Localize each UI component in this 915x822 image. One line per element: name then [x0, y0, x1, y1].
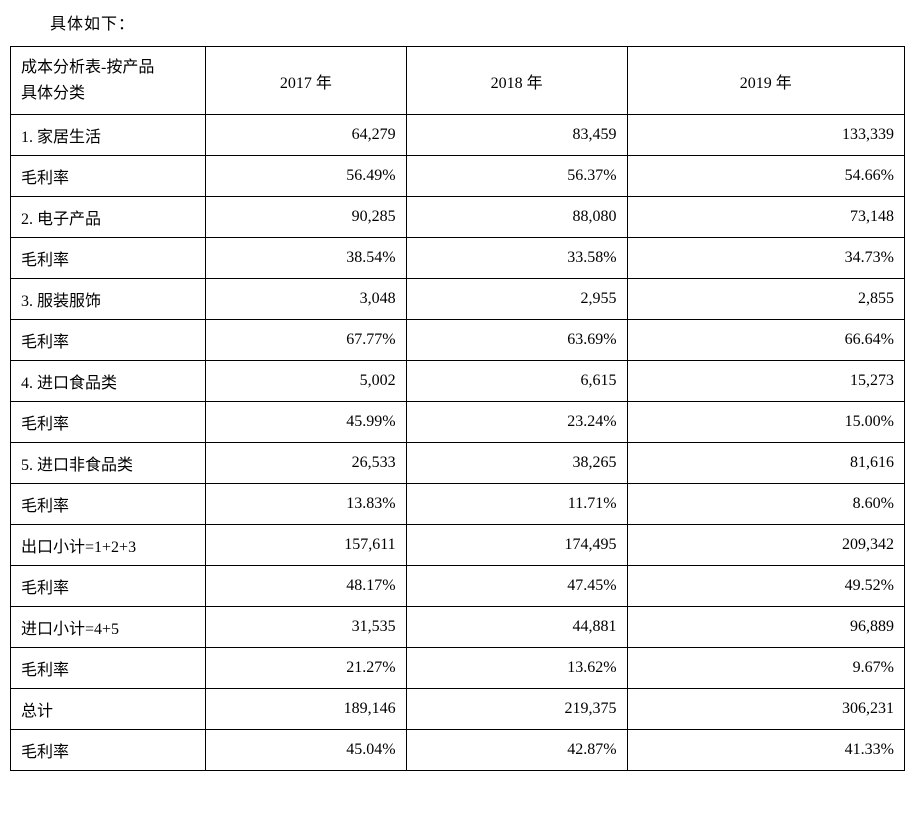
- row-value: 23.24%: [406, 402, 627, 443]
- header-label: 成本分析表-按产品 具体分类: [11, 47, 206, 115]
- row-label: 毛利率: [11, 566, 206, 607]
- table-row: 2. 电子产品90,28588,08073,148: [11, 197, 905, 238]
- row-label: 2. 电子产品: [11, 197, 206, 238]
- row-label: 3. 服装服饰: [11, 279, 206, 320]
- row-value: 26,533: [206, 443, 406, 484]
- table-row: 毛利率13.83%11.71%8.60%: [11, 484, 905, 525]
- header-label-line1: 成本分析表-按产品: [21, 59, 154, 76]
- row-value: 47.45%: [406, 566, 627, 607]
- row-label: 出口小计=1+2+3: [11, 525, 206, 566]
- table-row: 毛利率38.54%33.58%34.73%: [11, 238, 905, 279]
- table-row: 进口小计=4+531,53544,88196,889: [11, 607, 905, 648]
- row-label: 总计: [11, 689, 206, 730]
- table-body: 1. 家居生活64,27983,459133,339毛利率56.49%56.37…: [11, 115, 905, 771]
- table-row: 3. 服装服饰3,0482,9552,855: [11, 279, 905, 320]
- row-value: 38.54%: [206, 238, 406, 279]
- row-value: 49.52%: [627, 566, 904, 607]
- row-value: 56.37%: [406, 156, 627, 197]
- row-value: 2,855: [627, 279, 904, 320]
- table-row: 4. 进口食品类5,0026,61515,273: [11, 361, 905, 402]
- table-row: 毛利率67.77%63.69%66.64%: [11, 320, 905, 361]
- row-value: 42.87%: [406, 730, 627, 771]
- row-value: 38,265: [406, 443, 627, 484]
- table-row: 毛利率45.04%42.87%41.33%: [11, 730, 905, 771]
- header-year-2017: 2017 年: [206, 47, 406, 115]
- row-value: 209,342: [627, 525, 904, 566]
- row-label: 毛利率: [11, 730, 206, 771]
- row-value: 219,375: [406, 689, 627, 730]
- row-value: 189,146: [206, 689, 406, 730]
- row-value: 13.83%: [206, 484, 406, 525]
- header-label-line2: 具体分类: [21, 85, 85, 102]
- row-value: 306,231: [627, 689, 904, 730]
- row-label: 1. 家居生活: [11, 115, 206, 156]
- row-value: 157,611: [206, 525, 406, 566]
- row-value: 48.17%: [206, 566, 406, 607]
- row-value: 96,889: [627, 607, 904, 648]
- row-value: 174,495: [406, 525, 627, 566]
- row-label: 4. 进口食品类: [11, 361, 206, 402]
- row-value: 66.64%: [627, 320, 904, 361]
- row-label: 毛利率: [11, 320, 206, 361]
- table-row: 出口小计=1+2+3157,611174,495209,342: [11, 525, 905, 566]
- row-value: 5,002: [206, 361, 406, 402]
- row-value: 34.73%: [627, 238, 904, 279]
- row-value: 88,080: [406, 197, 627, 238]
- row-value: 21.27%: [206, 648, 406, 689]
- row-value: 3,048: [206, 279, 406, 320]
- row-value: 67.77%: [206, 320, 406, 361]
- row-value: 90,285: [206, 197, 406, 238]
- row-label: 毛利率: [11, 484, 206, 525]
- row-value: 13.62%: [406, 648, 627, 689]
- table-row: 1. 家居生活64,27983,459133,339: [11, 115, 905, 156]
- table-header-row: 成本分析表-按产品 具体分类 2017 年 2018 年 2019 年: [11, 47, 905, 115]
- cost-analysis-table: 成本分析表-按产品 具体分类 2017 年 2018 年 2019 年 1. 家…: [10, 46, 905, 771]
- row-label: 毛利率: [11, 156, 206, 197]
- row-value: 8.60%: [627, 484, 904, 525]
- row-value: 73,148: [627, 197, 904, 238]
- row-label: 毛利率: [11, 402, 206, 443]
- intro-text: 具体如下：: [50, 10, 905, 34]
- row-value: 64,279: [206, 115, 406, 156]
- row-label: 毛利率: [11, 238, 206, 279]
- header-year-2018: 2018 年: [406, 47, 627, 115]
- row-value: 81,616: [627, 443, 904, 484]
- row-value: 41.33%: [627, 730, 904, 771]
- row-value: 9.67%: [627, 648, 904, 689]
- table-row: 毛利率45.99%23.24%15.00%: [11, 402, 905, 443]
- row-value: 15,273: [627, 361, 904, 402]
- row-label: 进口小计=4+5: [11, 607, 206, 648]
- row-value: 45.99%: [206, 402, 406, 443]
- row-value: 11.71%: [406, 484, 627, 525]
- row-value: 31,535: [206, 607, 406, 648]
- row-value: 133,339: [627, 115, 904, 156]
- row-value: 15.00%: [627, 402, 904, 443]
- row-value: 44,881: [406, 607, 627, 648]
- row-value: 54.66%: [627, 156, 904, 197]
- row-label: 5. 进口非食品类: [11, 443, 206, 484]
- table-row: 总计189,146219,375306,231: [11, 689, 905, 730]
- row-value: 2,955: [406, 279, 627, 320]
- table-row: 毛利率48.17%47.45%49.52%: [11, 566, 905, 607]
- row-label: 毛利率: [11, 648, 206, 689]
- row-value: 83,459: [406, 115, 627, 156]
- row-value: 6,615: [406, 361, 627, 402]
- row-value: 56.49%: [206, 156, 406, 197]
- row-value: 33.58%: [406, 238, 627, 279]
- header-year-2019: 2019 年: [627, 47, 904, 115]
- row-value: 45.04%: [206, 730, 406, 771]
- table-row: 毛利率56.49%56.37%54.66%: [11, 156, 905, 197]
- table-row: 5. 进口非食品类26,53338,26581,616: [11, 443, 905, 484]
- row-value: 63.69%: [406, 320, 627, 361]
- table-row: 毛利率21.27%13.62%9.67%: [11, 648, 905, 689]
